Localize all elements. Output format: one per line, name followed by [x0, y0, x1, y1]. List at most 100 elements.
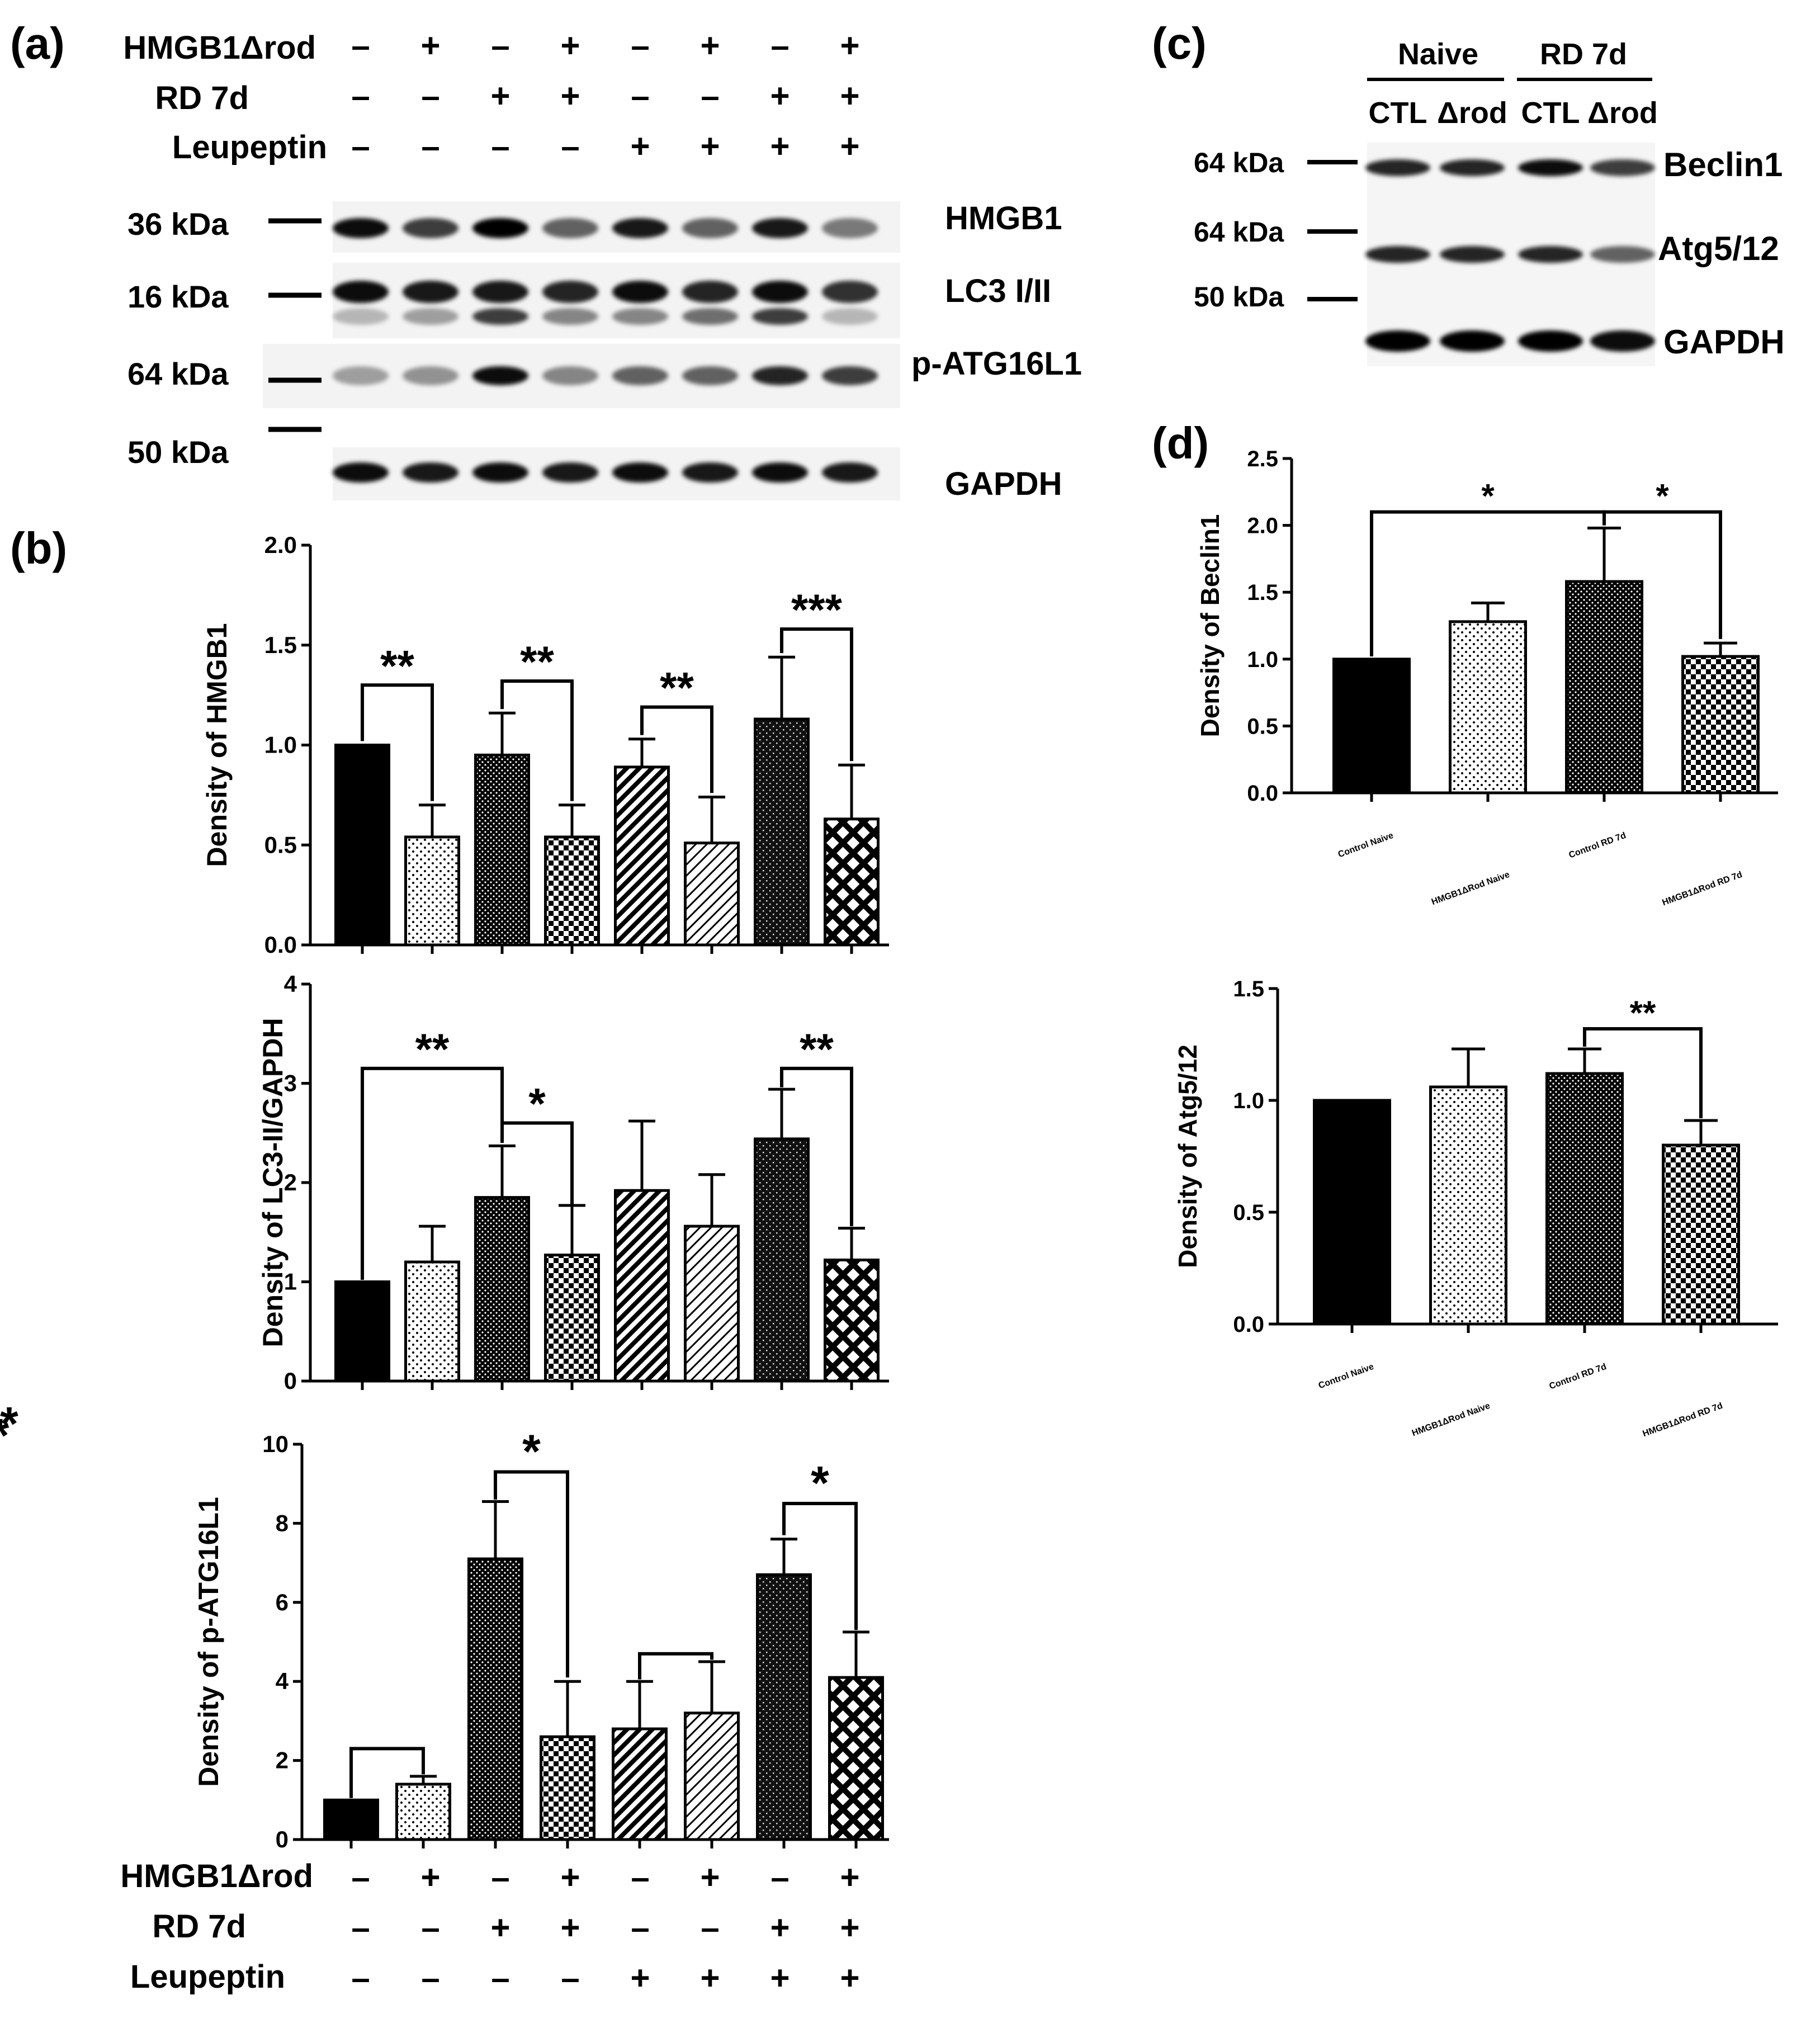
blot-band [682, 218, 738, 238]
marker-label: 36 kDa [127, 206, 229, 242]
condition-sign: – [421, 127, 439, 165]
marker-label: 50 kDa [127, 434, 229, 470]
blot-band [1440, 159, 1505, 176]
y-tick-label: 0 [276, 1826, 289, 1852]
bar [540, 1735, 595, 1841]
blot-band [542, 281, 598, 303]
marker-label: 64 kDa [127, 356, 229, 391]
y-tick-label: 2.0 [264, 532, 297, 558]
blot-band [682, 366, 738, 385]
blot-band [612, 308, 668, 325]
blot-band [472, 281, 528, 303]
blot-band [752, 281, 808, 303]
y-tick-label: 4 [284, 971, 297, 997]
blot-band [333, 281, 389, 303]
bar [334, 744, 390, 947]
category-label: Control RD 7d [1567, 831, 1627, 861]
significance-bracket [349, 1747, 425, 1798]
condition-sign: + [840, 27, 859, 64]
bar [544, 1254, 600, 1383]
condition-sign: + [630, 127, 650, 165]
condition-sign: – [351, 127, 370, 165]
blot-band [542, 308, 598, 325]
significance-label: *** [791, 585, 843, 634]
bar [824, 817, 880, 947]
blot-band [822, 308, 878, 325]
condition-sign: – [770, 27, 789, 64]
blot-band [542, 218, 598, 238]
blot-band [542, 366, 598, 385]
blot-band [472, 366, 528, 385]
significance-label: ** [380, 641, 414, 690]
significance-label: * [811, 1457, 829, 1509]
condition-sign: – [631, 1859, 649, 1896]
condition-sign: + [420, 27, 440, 64]
condition-sign: – [421, 77, 439, 115]
bar [614, 765, 670, 947]
condition-sign: + [420, 1859, 440, 1896]
condition-sign: – [491, 27, 509, 64]
condition-sign: – [421, 1959, 439, 1997]
blot-band [752, 462, 808, 483]
bar [1565, 580, 1643, 795]
category-label: Control Naive [1317, 1362, 1375, 1391]
bar [1662, 1143, 1740, 1326]
significance-bracket [494, 1470, 569, 1678]
significance-bracket [780, 1066, 853, 1227]
blot-band [682, 462, 738, 483]
significance-label: * [1481, 477, 1495, 515]
blot-bands-c [1365, 159, 1655, 352]
blot-band [612, 462, 668, 483]
band-label: LC3 I/II [945, 273, 1051, 309]
blot-band [612, 218, 668, 238]
chart-beclin1-density: 0.0 0.5 1.0 1.5 2.0 2.5 Density of Beclin1 Cont… [1195, 447, 1778, 907]
condition-row-label: Leupeptin [172, 129, 327, 166]
y-tick-label: 1.5 [1233, 977, 1264, 1001]
blot-band [333, 308, 389, 325]
y-tick-label: 10 [262, 1431, 289, 1457]
bar [824, 1258, 880, 1383]
category-label: Control Naive [1337, 831, 1395, 860]
band-label: GAPDH [1663, 323, 1785, 361]
y-tick-label: 0.0 [264, 932, 297, 958]
lane-label: Δrod [1587, 96, 1658, 130]
blot-band [403, 462, 458, 483]
y-axis-label: Density of Atg5/12 [1173, 1044, 1202, 1268]
bar [395, 1783, 451, 1841]
condition-sign: – [631, 27, 649, 64]
bar [828, 1676, 884, 1841]
condition-sign: + [770, 1959, 790, 1997]
y-tick-label: 6 [276, 1589, 289, 1615]
blot-band [1518, 330, 1583, 352]
condition-sign: + [840, 1909, 859, 1946]
significance-label: * [0, 1409, 10, 1462]
bar [684, 1711, 740, 1841]
band-label: GAPDH [945, 466, 1062, 502]
condition-sign: + [840, 77, 859, 115]
blot-band [1365, 246, 1430, 263]
significance-bracket [638, 1652, 713, 1680]
bar [754, 1137, 810, 1383]
group-label: Naive [1398, 37, 1478, 71]
y-tick-label: 1.5 [264, 632, 297, 658]
y-tick-label: 2 [284, 1169, 297, 1195]
bar [404, 1260, 460, 1383]
western-blot-a: 36 kDa 16 kDa 64 kDa 50 kDa HMGB1 LC3 I/… [127, 200, 1082, 502]
bar [467, 1557, 523, 1841]
category-label: HMGB1ΔRod Naive [1430, 870, 1511, 907]
condition-sign: + [840, 1959, 859, 1997]
blot-band [1440, 330, 1505, 352]
significance-label: * [528, 1079, 546, 1128]
band-label: Beclin1 [1663, 146, 1783, 183]
condition-sign: – [561, 1959, 579, 1997]
condition-sign: – [770, 1859, 789, 1896]
panel-label-b: (b) [10, 523, 67, 573]
condition-sign: – [701, 1909, 719, 1946]
condition-sign: – [351, 27, 370, 64]
category-label: HMGB1ΔRod RD 7d [1642, 1401, 1724, 1439]
condition-sign: – [351, 1859, 370, 1896]
condition-sign: + [700, 1859, 720, 1896]
bar [404, 835, 460, 947]
condition-row-label: Leupeptin [130, 1959, 285, 1995]
